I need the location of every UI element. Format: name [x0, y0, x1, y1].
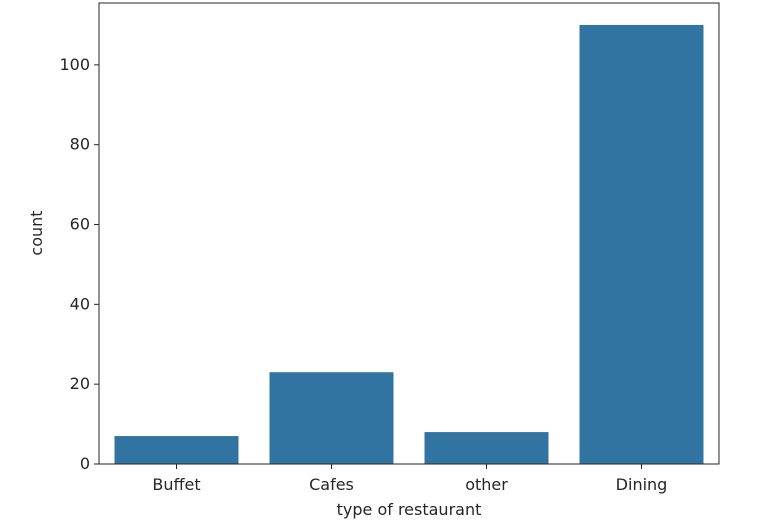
- x-axis-label: type of restaurant: [337, 500, 482, 519]
- y-tick-label: 100: [59, 55, 90, 74]
- y-tick-label: 40: [70, 294, 90, 313]
- y-tick-label: 0: [80, 454, 90, 473]
- x-ticks-group: Buffet Cafes other Dining: [152, 464, 667, 494]
- x-tick-label: other: [465, 475, 508, 494]
- x-tick-label: Buffet: [152, 475, 200, 494]
- y-ticks-group: 0 20 40 60 80 100: [59, 55, 99, 473]
- y-tick-label: 80: [70, 135, 90, 154]
- bar-other: [424, 432, 549, 464]
- y-tick-label: 60: [70, 215, 90, 234]
- bar-dining: [579, 24, 704, 464]
- x-tick-label: Cafes: [309, 475, 354, 494]
- y-tick-label: 20: [70, 374, 90, 393]
- bar-cafes: [269, 372, 394, 464]
- bar-buffet: [114, 436, 239, 464]
- y-axis-label: count: [27, 210, 46, 255]
- bars-group: [114, 24, 704, 464]
- x-tick-label: Dining: [616, 475, 668, 494]
- plot-frame: [98, 2, 720, 465]
